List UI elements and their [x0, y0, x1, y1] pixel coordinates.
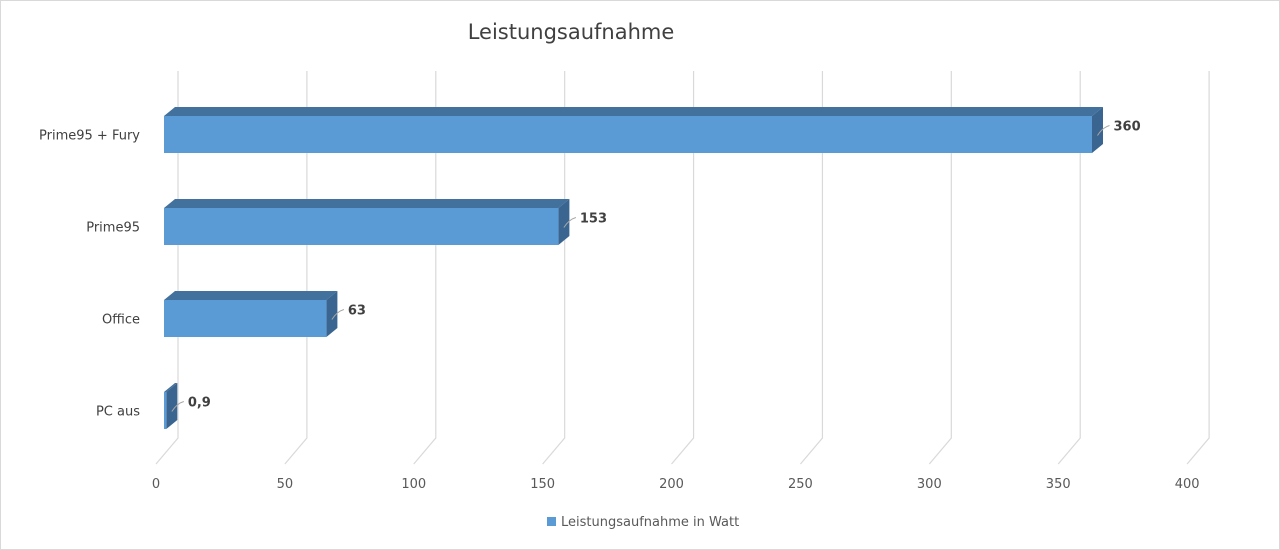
bar-side-face: [1092, 107, 1103, 153]
category-label: Prime95: [86, 221, 140, 236]
leader-line: [171, 401, 184, 412]
x-tick-label: 300: [917, 477, 942, 492]
data-label: 0,9: [188, 396, 211, 411]
leader-line: [1097, 125, 1110, 136]
legend: Leistungsaufnahme in Watt: [547, 515, 739, 530]
gridline-400: [1186, 71, 1210, 465]
bar-front-face: [164, 300, 327, 337]
x-tick-label: 350: [1046, 477, 1071, 492]
x-tick-label: 50: [277, 477, 294, 492]
bar-top-face: [164, 291, 338, 300]
bar-side-face: [326, 291, 338, 337]
bar-top-face: [164, 199, 570, 208]
leader-line: [331, 309, 345, 320]
category-labels: Prime95 + Fury Prime95 Office PC aus: [39, 129, 140, 420]
legend-swatch: [547, 517, 556, 526]
bar-top-face: [164, 107, 1103, 116]
data-label: 153: [580, 212, 607, 227]
leader-line: [563, 217, 577, 228]
gridline-300: [928, 71, 952, 465]
bar-side-face: [558, 199, 570, 245]
bar-side-face: [166, 383, 178, 429]
gridline-100: [413, 71, 437, 465]
data-label: 63: [348, 304, 366, 319]
data-labels: 360 153 63 0,9: [171, 120, 1141, 412]
x-tick-label: 150: [530, 477, 555, 492]
x-tick-label: 250: [788, 477, 813, 492]
bar-front-face: [164, 392, 167, 429]
bars: [164, 107, 1103, 429]
bar-2: [164, 291, 338, 337]
bar-front-face: [164, 208, 559, 245]
category-label: PC aus: [96, 405, 140, 420]
x-tick-label: 100: [401, 477, 426, 492]
bar-0: [164, 107, 1103, 153]
data-label: 360: [1114, 120, 1141, 135]
gridline-350: [1057, 71, 1081, 465]
gridline-0: [155, 71, 179, 465]
category-label: Prime95 + Fury: [39, 129, 140, 144]
gridline-200: [671, 71, 695, 465]
x-tick-label: 400: [1175, 477, 1200, 492]
gridline-250: [799, 71, 824, 465]
gridlines: [155, 71, 1210, 465]
legend-entry: Leistungsaufnahme in Watt: [561, 515, 739, 530]
x-tick-label: 0: [152, 477, 160, 492]
x-tick-labels: 0 50 100 150 200 250 300 350 400: [152, 477, 1200, 492]
category-label: Office: [102, 313, 140, 328]
bar-3: [164, 383, 178, 429]
x-tick-label: 200: [659, 477, 684, 492]
gridline-50: [284, 71, 308, 465]
bar-top-face: [164, 383, 178, 392]
bar-front-face: [164, 116, 1092, 153]
chart-title: Leistungsaufnahme: [468, 20, 675, 44]
bar-1: [164, 199, 570, 245]
gridline-150: [542, 71, 566, 465]
